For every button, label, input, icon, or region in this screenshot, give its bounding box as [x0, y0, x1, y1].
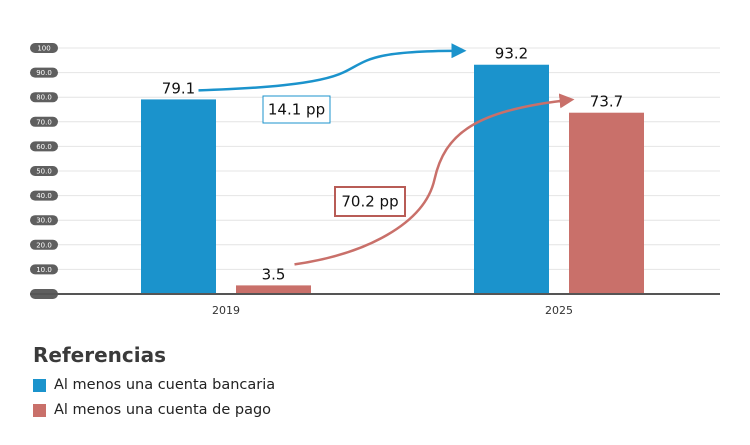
- y-tick-pill: [30, 116, 58, 127]
- y-tick-pill: [30, 67, 58, 78]
- legend: Referencias Al menos una cuenta bancaria…: [33, 343, 275, 427]
- y-tick-label: 60.0: [36, 143, 52, 151]
- bar-payment-2019: [236, 285, 311, 294]
- y-tick-label: 80.0: [36, 94, 52, 102]
- y-tick-label: 20.0: [36, 241, 52, 249]
- x-tick-label: 2025: [545, 304, 573, 317]
- legend-title: Referencias: [33, 343, 167, 367]
- y-tick-label: 90.0: [36, 69, 52, 77]
- arrow-bank-increase: [198, 43, 467, 92]
- y-tick-pill: [30, 43, 58, 53]
- annotation-box: [262, 95, 331, 124]
- annotation-label: 70.2 pp: [341, 193, 398, 211]
- y-tick-label: 70.0: [36, 118, 52, 126]
- data-label: 73.7: [590, 93, 623, 111]
- y-tick-label: 30.0: [36, 217, 52, 225]
- legend-item-payment-account: Al menos una cuenta de pago: [33, 402, 275, 418]
- legend-item-bank-account: Al menos una cuenta bancaria: [33, 377, 275, 393]
- y-tick-pill: [30, 190, 58, 201]
- annotation-box: [334, 186, 406, 217]
- x-tick-label: 2019: [212, 304, 240, 317]
- legend-item-label: Al menos una cuenta de pago: [54, 402, 272, 418]
- arrow-payment-increase: [294, 93, 575, 266]
- y-tick-pill: [30, 141, 58, 152]
- y-tick-label: 100: [37, 45, 50, 53]
- bars: [141, 64, 644, 294]
- legend-swatch-red: [33, 403, 46, 417]
- bar-payment-2025: [569, 112, 644, 294]
- data-label: 3.5: [262, 265, 286, 283]
- data-label: 79.1: [162, 79, 195, 97]
- x-axis: 2019 2025: [212, 304, 573, 317]
- y-tick-label: 50.0: [36, 168, 52, 176]
- bar-bank-2019: [141, 99, 216, 294]
- bar-bank-2025: [474, 64, 549, 294]
- y-tick-pill: [30, 166, 58, 176]
- y-tick-label: 10.0: [36, 266, 52, 274]
- y-tick-pill: [30, 92, 58, 103]
- y-tick-label: 40.0: [36, 192, 52, 200]
- legend-swatch-blue: [33, 378, 46, 392]
- legend-item-label: Al menos una cuenta bancaria: [54, 377, 276, 393]
- y-tick-pill: [30, 239, 58, 250]
- annotation-label: 14.1 pp: [268, 101, 325, 119]
- chart: –10.020.030.040.050.060.070.080.090.0100…: [30, 43, 720, 317]
- annotations: 14.1 pp 70.2 pp: [198, 43, 575, 266]
- value-labels: 79.1 93.2 3.5 73.7: [162, 45, 623, 284]
- y-tick-pill: [30, 264, 58, 275]
- data-label: 93.2: [495, 45, 528, 63]
- y-tick-pill: [30, 215, 58, 226]
